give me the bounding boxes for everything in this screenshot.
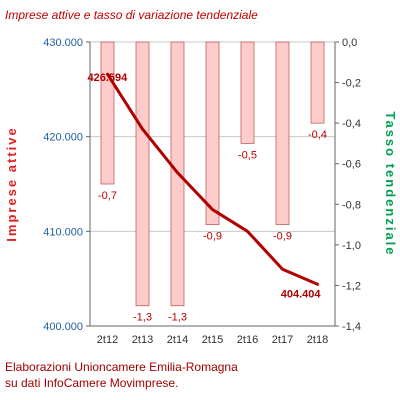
- bar: [135, 41, 150, 307]
- bar-data-label: -0,9: [273, 231, 292, 243]
- x-tick-label: 2t16: [237, 334, 258, 346]
- line-data-label-first: 426.594: [88, 72, 129, 84]
- x-tick-label: 2t15: [202, 334, 223, 346]
- left-tick-label: 400.000: [43, 321, 83, 333]
- bar: [100, 41, 115, 185]
- bar-data-label: -0,5: [238, 149, 257, 161]
- x-tick-label: 2t18: [307, 334, 328, 346]
- source-line-2: su dati InfoCamere Movimprese.: [5, 376, 179, 390]
- right-tick-label: -0,8: [342, 199, 361, 211]
- left-tick-label: 420.000: [43, 132, 83, 144]
- bar-data-label: -1,3: [133, 312, 152, 324]
- right-axis-title: Tasso tendenziale: [383, 111, 398, 256]
- x-tick-label: 2t14: [167, 334, 188, 346]
- right-tick-label: -1,4: [342, 321, 361, 333]
- right-tick-label: -1,2: [342, 280, 361, 292]
- x-tick-label: 2t12: [97, 334, 118, 346]
- right-tick-label: -0,2: [342, 78, 361, 90]
- bar: [275, 41, 290, 225]
- left-axis-title: Imprese attive: [4, 126, 19, 241]
- x-tick-label: 2t13: [132, 334, 153, 346]
- right-tick-label: -0,4: [342, 118, 361, 130]
- line-series: [106, 72, 319, 286]
- right-tick-label: 0,0: [342, 37, 357, 49]
- bar-data-label: -0,9: [203, 231, 222, 243]
- line-data-label-last: 404.404: [281, 288, 322, 300]
- right-tick-label: -1,0: [342, 240, 361, 252]
- bar-data-label: -0,7: [98, 190, 117, 202]
- chart-title: Imprese attive e tasso di variazione ten…: [5, 8, 258, 22]
- source-note: Elaborazioni Unioncamere Emilia-Romagna …: [5, 359, 238, 391]
- bar: [240, 41, 255, 144]
- bar-data-label: -1,3: [168, 312, 187, 324]
- left-tick-label: 430.000: [43, 37, 83, 49]
- bar: [205, 41, 220, 225]
- right-tick-label: -0,6: [342, 159, 361, 171]
- bar-data-label: -0,4: [308, 129, 327, 141]
- x-tick-label: 2t17: [272, 334, 293, 346]
- bar: [310, 41, 325, 124]
- source-line-1: Elaborazioni Unioncamere Emilia-Romagna: [5, 360, 238, 374]
- left-tick-label: 410.000: [43, 226, 83, 238]
